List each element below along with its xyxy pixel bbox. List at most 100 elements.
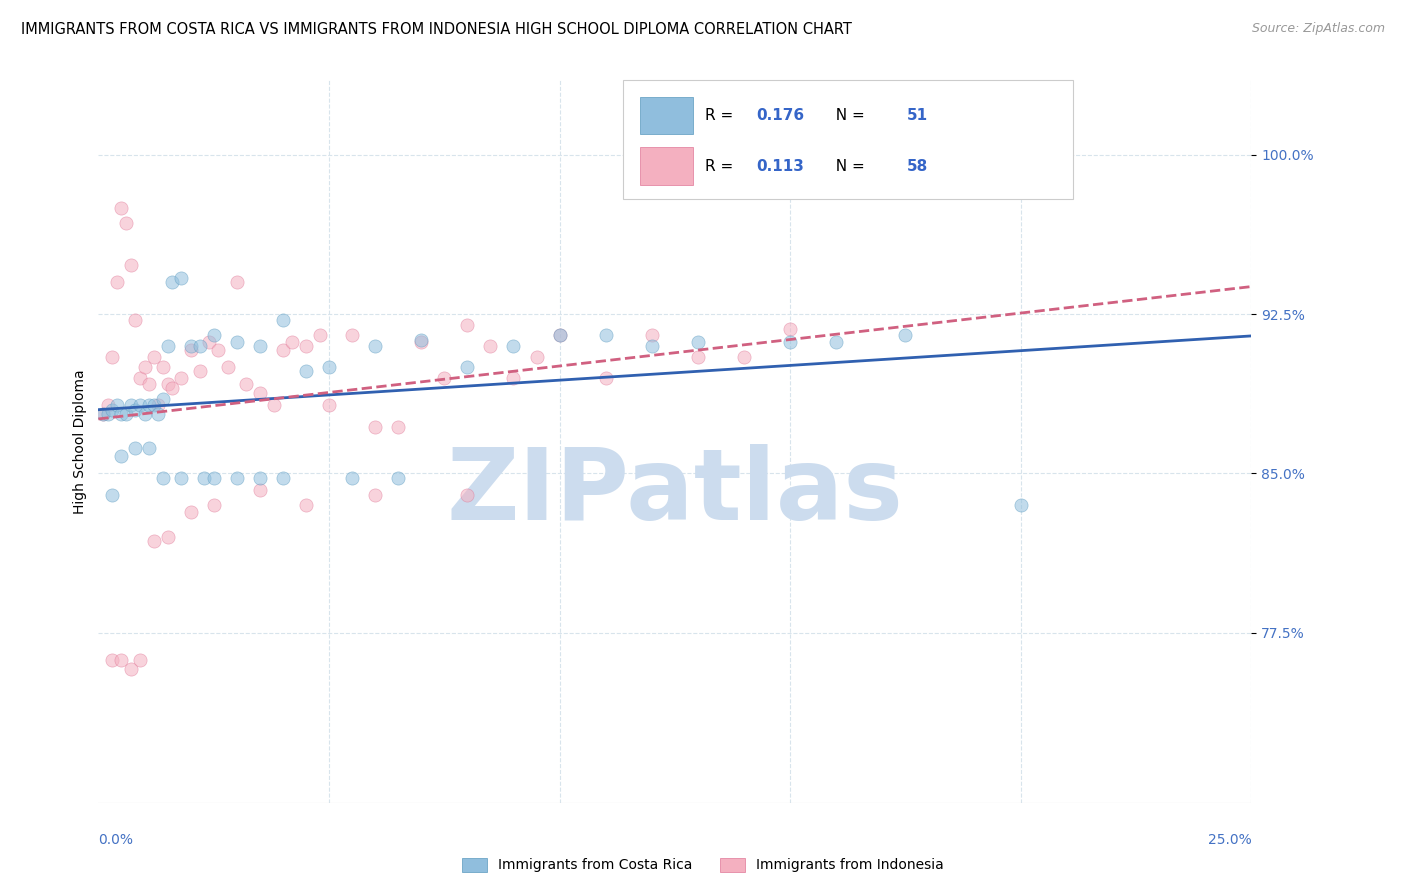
Point xyxy=(225,334,247,349)
Point xyxy=(548,328,571,343)
Point xyxy=(110,450,132,464)
Point xyxy=(110,201,132,215)
Point xyxy=(120,398,142,412)
Point xyxy=(120,662,142,676)
Text: 58: 58 xyxy=(907,159,928,174)
Point xyxy=(160,275,183,289)
Point xyxy=(249,483,271,498)
Point xyxy=(202,470,225,484)
Point xyxy=(526,350,548,364)
Point xyxy=(124,441,146,455)
Point xyxy=(180,343,202,358)
Point xyxy=(170,371,193,385)
Point xyxy=(156,339,179,353)
Point xyxy=(188,339,211,353)
Point xyxy=(101,350,124,364)
Text: Source: ZipAtlas.com: Source: ZipAtlas.com xyxy=(1251,22,1385,36)
Point xyxy=(235,377,257,392)
Point xyxy=(101,488,124,502)
Point xyxy=(387,470,409,484)
Point xyxy=(142,350,165,364)
FancyBboxPatch shape xyxy=(640,97,693,135)
Text: 0.176: 0.176 xyxy=(756,108,804,123)
Point xyxy=(411,333,433,347)
FancyBboxPatch shape xyxy=(623,80,1073,200)
Point xyxy=(160,381,183,395)
Point xyxy=(105,275,128,289)
Point xyxy=(138,441,160,455)
Point xyxy=(170,470,193,484)
Text: 0.113: 0.113 xyxy=(756,159,804,174)
Point xyxy=(456,360,478,375)
Point xyxy=(779,334,801,349)
Point xyxy=(686,350,709,364)
Point xyxy=(281,334,304,349)
Point xyxy=(295,339,318,353)
Point xyxy=(249,470,271,484)
Point xyxy=(97,398,120,412)
Point xyxy=(249,339,271,353)
Point xyxy=(91,407,114,421)
Point xyxy=(433,371,456,385)
Point xyxy=(134,407,156,421)
Point xyxy=(502,339,524,353)
Point xyxy=(456,318,478,332)
Point xyxy=(115,407,138,421)
Point xyxy=(152,470,174,484)
Point xyxy=(198,334,221,349)
Text: 0.0%: 0.0% xyxy=(98,833,134,847)
Point xyxy=(152,360,174,375)
Point xyxy=(202,498,225,512)
Point xyxy=(110,653,132,667)
Point xyxy=(156,530,179,544)
Y-axis label: High School Diploma: High School Diploma xyxy=(73,369,87,514)
Point xyxy=(411,334,433,349)
Point xyxy=(271,343,294,358)
Text: ZIPatlas: ZIPatlas xyxy=(447,443,903,541)
Point xyxy=(180,505,202,519)
Point xyxy=(138,377,160,392)
Point xyxy=(595,328,617,343)
Point xyxy=(686,334,709,349)
Point xyxy=(340,328,363,343)
Point xyxy=(318,398,340,412)
Point xyxy=(217,360,239,375)
Text: R =: R = xyxy=(704,159,738,174)
Point xyxy=(91,407,114,421)
Point xyxy=(641,328,664,343)
Point xyxy=(101,653,124,667)
Text: 51: 51 xyxy=(907,108,928,123)
Point xyxy=(225,470,247,484)
Point xyxy=(148,398,170,412)
Point xyxy=(129,398,152,412)
Point xyxy=(134,360,156,375)
Point xyxy=(180,339,202,353)
Point xyxy=(502,371,524,385)
Point xyxy=(548,328,571,343)
Point xyxy=(170,271,193,285)
Point xyxy=(364,488,387,502)
Point xyxy=(295,364,318,378)
Point xyxy=(595,371,617,385)
Point xyxy=(193,470,215,484)
Point xyxy=(138,398,160,412)
Point xyxy=(1010,498,1032,512)
Text: N =: N = xyxy=(825,108,869,123)
Point xyxy=(101,402,124,417)
Text: IMMIGRANTS FROM COSTA RICA VS IMMIGRANTS FROM INDONESIA HIGH SCHOOL DIPLOMA CORR: IMMIGRANTS FROM COSTA RICA VS IMMIGRANTS… xyxy=(21,22,852,37)
Legend: Immigrants from Costa Rica, Immigrants from Indonesia: Immigrants from Costa Rica, Immigrants f… xyxy=(457,852,949,878)
Point xyxy=(249,385,271,400)
Point xyxy=(894,328,917,343)
Point xyxy=(271,313,294,327)
Point xyxy=(105,398,128,412)
Point xyxy=(207,343,229,358)
Point xyxy=(152,392,174,406)
Point xyxy=(641,339,664,353)
Point xyxy=(202,328,225,343)
FancyBboxPatch shape xyxy=(640,147,693,185)
Point xyxy=(364,339,387,353)
Point xyxy=(156,377,179,392)
Point xyxy=(129,653,152,667)
Point xyxy=(387,419,409,434)
Point xyxy=(142,398,165,412)
